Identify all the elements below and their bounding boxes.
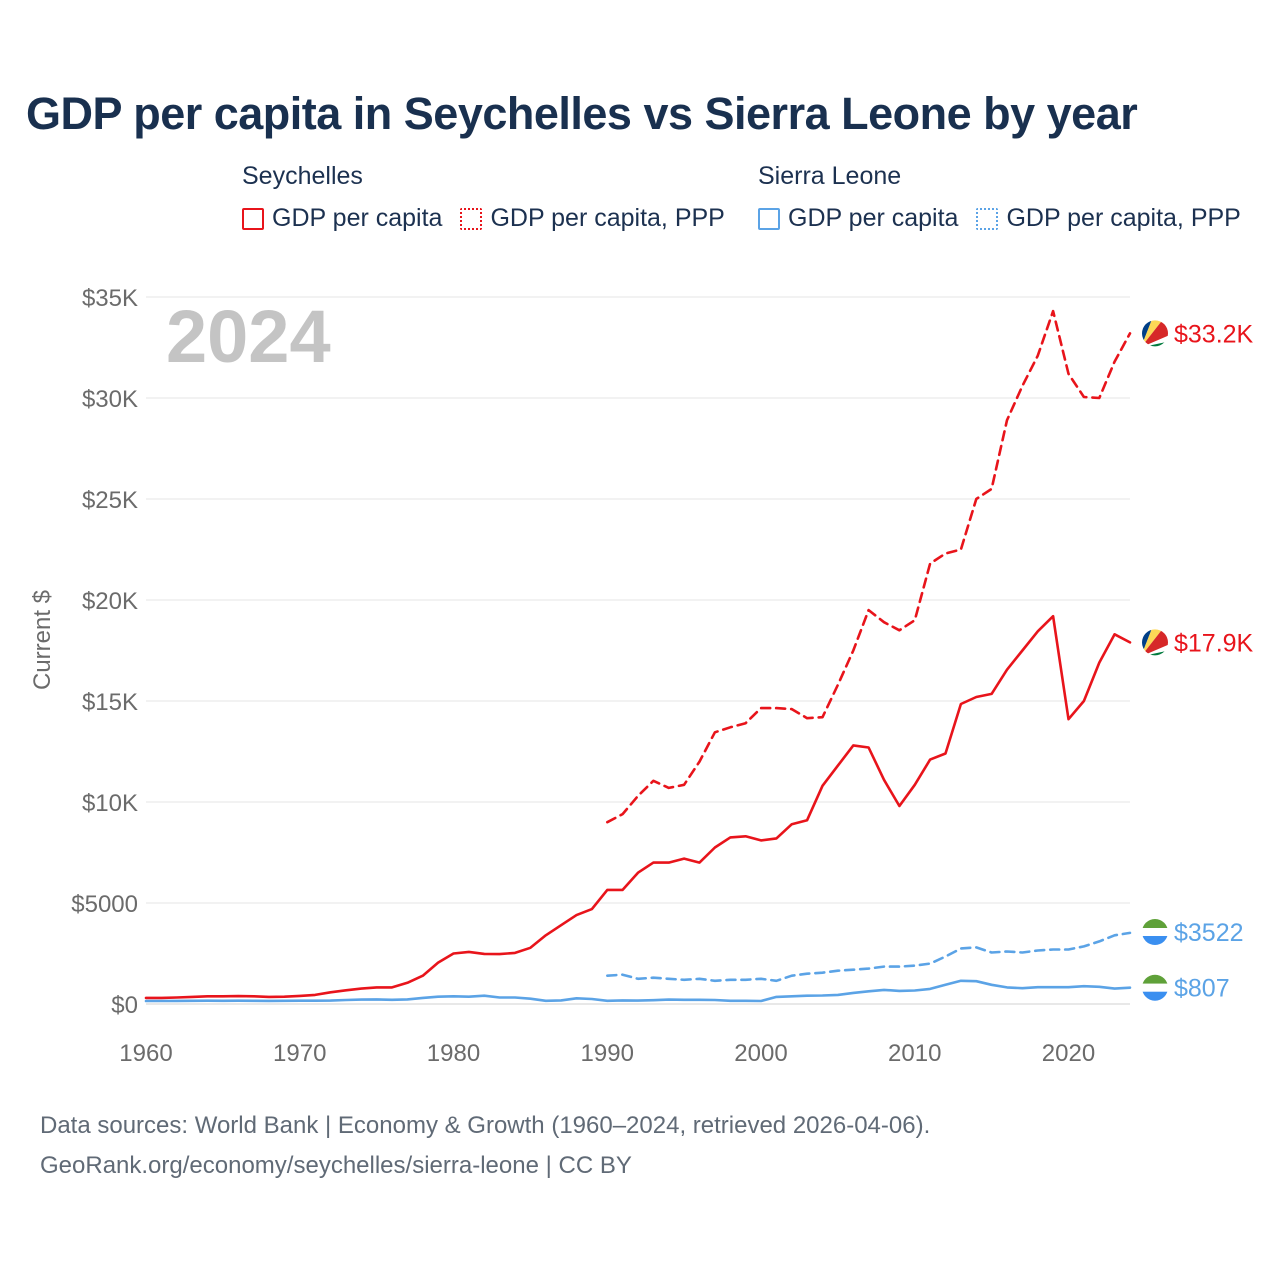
axis-layer: $0 $5000 $10K $15K $20K $25K $30K $35K 1960 1970 1… <box>71 285 1095 1067</box>
y-tick-label: $25K <box>82 487 138 514</box>
legend-label: GDP per capita <box>788 204 959 232</box>
flag-white <box>1142 983 1168 992</box>
chart-title: GDP per capita in Seychelles vs Sierra L… <box>26 88 1138 139</box>
series-layer <box>144 309 1132 1003</box>
end-value-label: $807 <box>1174 975 1230 1003</box>
flag-blue <box>1142 991 1168 1001</box>
seychelles-flag-icon <box>1142 629 1168 656</box>
legend-swatch-dotted-icon <box>976 207 999 230</box>
series-line-seychelles-gdp-per-capita <box>144 614 1132 1000</box>
x-tick-label: 1970 <box>273 1040 326 1067</box>
legend-item-sierra-leone-gdp[interactable]: GDP per capita <box>758 204 958 233</box>
sierra-leone-flag-icon <box>1142 919 1168 945</box>
y-tick-label: $5000 <box>71 891 138 918</box>
y-tick-label: $20K <box>82 588 138 615</box>
flag-green <box>1142 919 1168 928</box>
legend-item-sierra-leone-gdp-ppp[interactable]: GDP per capita, PPP <box>976 204 1241 233</box>
footer: Data sources: World Bank | Economy & Gro… <box>40 1106 930 1186</box>
footer-link[interactable]: GeoRank.org/economy/seychelles/sierra-le… <box>40 1152 632 1179</box>
y-tick-label: $10K <box>82 790 138 817</box>
y-tick-label: $30K <box>82 386 138 413</box>
x-tick-label: 1990 <box>581 1040 634 1067</box>
legend-swatch-solid-icon <box>242 207 264 230</box>
series-line-sierra-leone-gdp-per-capita-ppp <box>605 931 1132 983</box>
flag-white <box>1142 928 1168 936</box>
y-tick-label: $35K <box>82 285 138 312</box>
legend-country-seychelles: Seychelles <box>242 162 363 190</box>
year-watermark: 2024 <box>166 295 331 378</box>
legend-country-sierra-leone: Sierra Leone <box>758 162 902 190</box>
end-value-label: $3522 <box>1174 919 1244 947</box>
legend-label: GDP per capita, PPP <box>490 204 725 232</box>
seychelles-flag-icon <box>1142 320 1168 347</box>
x-tick-label: 2020 <box>1042 1040 1095 1067</box>
legend-label: GDP per capita, PPP <box>1006 204 1241 232</box>
legend-group-seychelles: Seychelles GDP per capita GDP per capita… <box>242 162 725 233</box>
y-tick-label: $15K <box>82 689 138 716</box>
footer-sources: Data sources: World Bank | Economy & Gro… <box>40 1112 931 1139</box>
flag-blue <box>1142 936 1168 945</box>
x-tick-label: 1960 <box>119 1040 172 1067</box>
flag-green <box>1142 974 1168 984</box>
x-tick-label: 2000 <box>734 1040 787 1067</box>
legend-item-seychelles-gdp-ppp[interactable]: GDP per capita, PPP <box>460 204 725 233</box>
label-layer: $17.9K $33.2K $807 $3522 <box>1142 320 1254 1003</box>
legend-group-sierra-leone: Sierra Leone GDP per capita GDP per capi… <box>758 162 1241 233</box>
legend-item-seychelles-gdp[interactable]: GDP per capita <box>242 204 442 233</box>
legend-swatch-dotted-icon <box>460 207 483 230</box>
series-line-seychelles-gdp-per-capita-ppp <box>605 309 1132 824</box>
grid-layer <box>146 296 1130 1005</box>
series-line-sierra-leone-gdp-per-capita <box>144 979 1132 1003</box>
x-tick-label: 1980 <box>427 1040 480 1067</box>
y-tick-label: $0 <box>111 992 138 1019</box>
end-value-label: $17.9K <box>1174 629 1254 657</box>
flag-red <box>1142 320 1168 347</box>
y-axis-title: Current $ <box>29 590 56 690</box>
end-value-label: $33.2K <box>1174 320 1254 348</box>
sierra-leone-flag-icon <box>1142 974 1168 1001</box>
x-tick-label: 2010 <box>888 1040 941 1067</box>
legend-swatch-solid-icon <box>758 207 780 230</box>
legend-label: GDP per capita <box>272 204 443 232</box>
flag-red <box>1142 629 1168 656</box>
